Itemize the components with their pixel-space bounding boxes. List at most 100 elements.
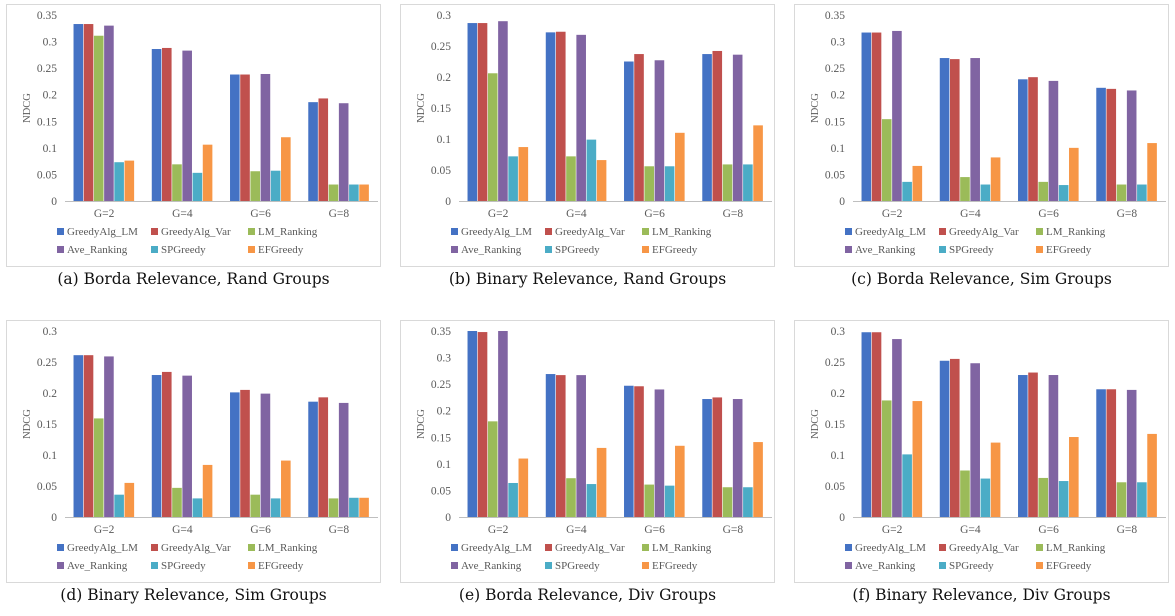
bar-lm-ranking-g8 [1116,184,1127,201]
legend-swatch-ave-ranking [57,246,64,253]
bar-lm-ranking-g2 [881,400,892,517]
bar-spgreedy-g4 [980,184,991,201]
bar-efgreedy-g6 [675,132,685,201]
bar-greedyalg-var-g2 [83,24,94,201]
x-tick-label: G=8 [329,524,350,536]
bar-spgreedy-g2 [902,181,912,201]
bar-efgreedy-g8 [753,125,763,201]
bar-greedyalg-lm-g6 [230,74,240,201]
bar-lm-ranking-g4 [172,487,182,517]
bar-spgreedy-g8 [1137,184,1147,201]
bar-ave-ranking-g6 [260,73,271,201]
bar-greedyalg-lm-g6 [1018,375,1028,517]
bar-spgreedy-g8 [743,487,753,517]
legend-swatch-greedyalg-var [151,544,158,551]
legend-swatch-ave-ranking [845,246,852,253]
bar-greedyalg-var-g8 [712,50,723,202]
y-tick-label: 0.25 [825,357,845,369]
bar-efgreedy-g4 [990,442,1001,517]
x-tick-label: G=8 [1117,524,1138,536]
bar-greedyalg-var-g4 [555,31,566,201]
legend-swatch-ave-ranking [451,562,458,569]
caption-b: (b) Binary Relevance, Rand Groups [448,270,727,288]
bar-spgreedy-g6 [270,498,281,517]
chart-panel-c: 0 0.05 0.1 0.15 0.2 0.25 0.3 0.35 NDCG G=2 G=4 G=6 G… [788,0,1175,300]
legend-swatch-greedyalg-var [939,544,946,551]
bar-spgreedy-g2 [902,454,912,517]
bar-lm-ranking-g2 [487,421,498,517]
y-axis-label: NDCG [810,93,821,123]
bar-ave-ranking-g4 [576,34,586,202]
bar-lm-ranking-g6 [644,166,655,201]
bar-greedyalg-var-g6 [240,389,250,517]
x-tick-label: G=2 [94,524,115,536]
legend-label-efgreedy: EFGreedy [652,244,698,256]
bar-ave-ranking-g4 [182,50,192,201]
chart-panel-f: 0 0.05 0.1 0.15 0.2 0.25 0.3 NDCG G=2 G=4 G=6 G=8 Gr… [788,316,1175,616]
x-tick-label: G=4 [172,208,193,220]
bar-ave-ranking-g2 [104,25,114,201]
bar-spgreedy-g2 [114,494,124,517]
y-tick-label: 0.3 [437,353,452,365]
bar-lm-ranking-g2 [487,73,498,201]
bar-ave-ranking-g4 [182,375,192,517]
bar-lm-ranking-g2 [93,35,104,202]
bar-greedyalg-var-g8 [712,397,723,517]
y-tick-label: 0.35 [825,10,845,22]
bar-greedyalg-var-g6 [1028,77,1038,201]
bar-ave-ranking-g8 [732,399,743,517]
bar-efgreedy-g8 [1147,143,1157,201]
bar-greedyalg-var-g8 [1106,389,1117,517]
y-tick-label: 0.05 [825,169,845,181]
bar-ave-ranking-g6 [1048,80,1059,201]
bar-ave-ranking-g6 [1048,375,1059,517]
caption-f: (f) Binary Relevance, Div Groups [852,586,1111,604]
bar-greedyalg-var-g4 [949,59,960,202]
bar-lm-ranking-g2 [881,119,892,201]
x-tick-label: G=6 [644,524,665,536]
legend-label-ave-ranking: Ave_Ranking [461,560,522,572]
bar-efgreedy-g2 [124,160,135,201]
legend-swatch-lm-ranking [1036,544,1043,551]
y-tick-label: 0.05 [825,481,845,493]
legend-label-greedyalg-var: GreedyAlg_Var [949,226,1019,238]
legend-label-greedyalg-var: GreedyAlg_Var [555,542,625,554]
bar-greedyalg-var-g2 [871,32,882,202]
bar-greedyalg-lm-g8 [308,401,318,517]
chart-frame [794,4,1169,267]
chart-frame [6,320,381,583]
legend-swatch-greedyalg-lm [57,228,64,235]
y-tick-label: 0.1 [831,143,846,155]
chart-frame [400,320,775,583]
x-tick-label: G=4 [960,208,981,220]
bar-greedyalg-var-g6 [634,386,644,517]
legend-label-spgreedy: SPGreedy [161,560,206,572]
y-tick-label: 0.15 [37,116,57,128]
y-tick-label: 0.15 [431,432,451,444]
bar-greedyalg-lm-g2 [73,24,84,201]
bar-greedyalg-lm-g6 [230,392,240,517]
bar-greedyalg-lm-g4 [151,375,162,517]
y-tick-label: 0.3 [831,326,846,338]
bar-ave-ranking-g4 [576,375,586,517]
bar-greedyalg-lm-g2 [861,32,872,202]
y-axis-label: NDCG [416,93,427,123]
y-tick-label: 0.05 [431,485,451,497]
caption-e: (e) Borda Relevance, Div Groups [458,586,717,604]
bar-greedyalg-var-g8 [318,98,329,201]
bar-efgreedy-g8 [359,497,369,517]
bar-greedyalg-var-g2 [477,332,488,517]
legend-swatch-efgreedy [642,562,649,569]
legend-swatch-spgreedy [545,562,552,569]
legend-label-ave-ranking: Ave_Ranking [855,560,916,572]
legend-label-efgreedy: EFGreedy [1046,244,1092,256]
legend-label-spgreedy: SPGreedy [555,244,600,256]
bar-efgreedy-g2 [912,401,923,517]
bar-chart-c: 0 0.05 0.1 0.15 0.2 0.25 0.3 0.35 NDCG G=2 G=4 G=6 G… [794,4,1169,267]
x-tick-label: G=4 [960,524,981,536]
x-tick-label: G=2 [488,524,509,536]
bar-ave-ranking-g8 [338,103,349,201]
bar-spgreedy-g2 [114,162,124,201]
bar-lm-ranking-g8 [722,164,733,201]
chart-panel-b: 0 0.05 0.1 0.15 0.2 0.25 0.3 NDCG G=2 G=4 G=6 G=8 Gr… [394,0,781,300]
